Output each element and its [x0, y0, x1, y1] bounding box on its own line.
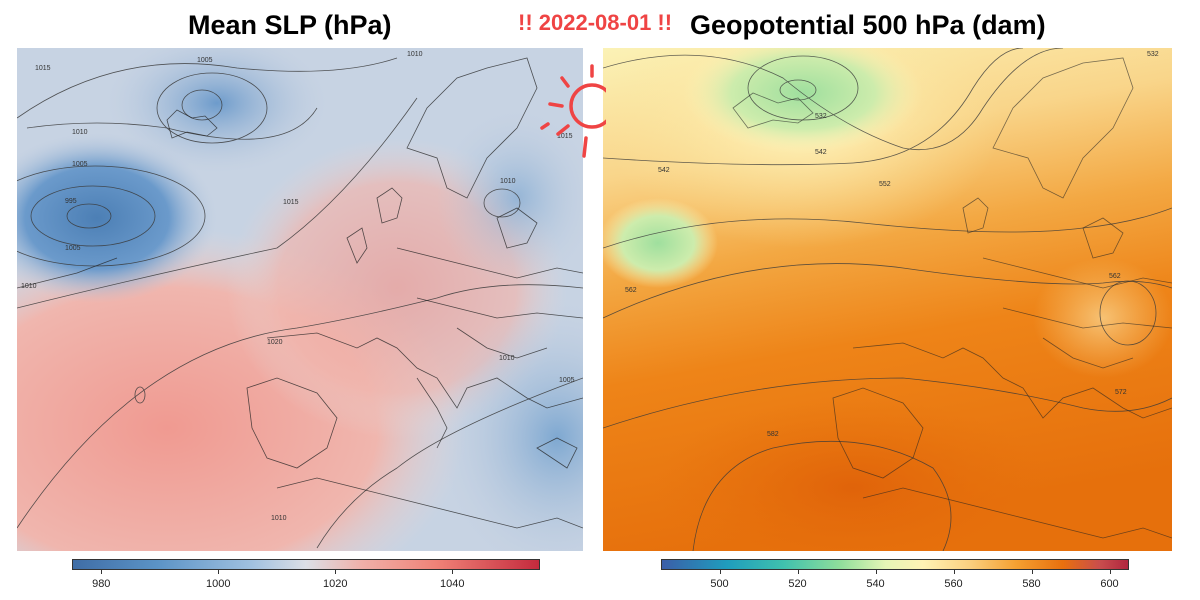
slp-contour-label: 1010	[72, 129, 88, 136]
slp-contour-label: 1005	[559, 377, 575, 384]
z500-contour-label: 562	[625, 287, 637, 294]
slp-contour-label: 1010	[271, 515, 287, 522]
slp-contour-label: 1010	[500, 178, 516, 185]
slp-panel-title: Mean SLP (hPa)	[188, 10, 392, 40]
slp-contour-label: 1005	[197, 57, 213, 64]
slp-colorbar-tick-label: 1000	[206, 578, 231, 590]
z500-colorbar-tick-mark	[797, 570, 799, 574]
z500-colorbar-tick-label: 600	[1100, 578, 1119, 590]
slp-contour-label: 1005	[65, 245, 81, 252]
slp-contour-label: 1005	[72, 161, 88, 168]
z500-colorbar	[661, 559, 1129, 570]
slp-colorbar-tick-mark	[335, 570, 337, 574]
slp-contour-label: 995	[65, 198, 77, 205]
z500-contour-label: 572	[1115, 389, 1127, 396]
slp-contour-label: 1010	[407, 51, 423, 58]
z500-panel-title: Geopotential 500 hPa (dam)	[690, 10, 1046, 40]
date-label: !! 2022-08-01 !!	[518, 10, 673, 35]
z500-contour-label: 542	[815, 149, 827, 156]
slp-colorbar-tick-label: 1020	[323, 578, 348, 590]
slp-colorbar-tick-label: 1040	[440, 578, 465, 590]
z500-low-north	[683, 48, 923, 153]
z500-contour-label: 582	[767, 431, 779, 438]
slp-colorbar-tick-label: 980	[92, 578, 111, 590]
slp-colorbar-tick-mark	[218, 570, 220, 574]
z500-contour-label: 562	[1109, 273, 1121, 280]
z500-colorbar-tick-mark	[719, 570, 721, 574]
slp-map: 1015 1005 1010 1005 995 1005 1010 1015 1…	[17, 48, 583, 551]
slp-map-svg: 1015 1005 1010 1005 995 1005 1010 1015 1…	[17, 48, 583, 551]
z500-colorbar-tick-label: 520	[788, 578, 807, 590]
z500-colorbar-tick-label: 500	[710, 578, 729, 590]
slp-colorbar	[72, 559, 540, 570]
z500-colorbar-tick-label: 560	[944, 578, 963, 590]
slp-low-north	[107, 48, 327, 173]
slp-low-west	[17, 133, 217, 303]
slp-contour-label: 1015	[557, 133, 573, 140]
z500-contour-label: 532	[1147, 51, 1159, 58]
z500-contour-label: 552	[879, 181, 891, 188]
slp-contour-label: 1020	[267, 339, 283, 346]
z500-contour-label: 532	[815, 113, 827, 120]
z500-colorbar-tick-label: 580	[1022, 578, 1041, 590]
slp-contour-label: 1015	[35, 65, 51, 72]
z500-low-west	[603, 198, 718, 288]
slp-colorbar-tick-mark	[452, 570, 454, 574]
z500-map-svg: 532 542 542 552 562 562 572 582 532	[603, 48, 1172, 551]
z500-colorbar-tick-mark	[953, 570, 955, 574]
z500-colorbar-tick-mark	[1031, 570, 1033, 574]
z500-colorbar-tick-label: 540	[866, 578, 885, 590]
sun-doodle-icon	[540, 64, 606, 158]
slp-contour-label: 1010	[499, 355, 515, 362]
slp-contour-label: 1015	[283, 199, 299, 206]
z500-colorbar-tick-mark	[1109, 570, 1111, 574]
z500-colorbar-tick-mark	[875, 570, 877, 574]
z500-contour-label: 542	[658, 167, 670, 174]
slp-colorbar-tick-mark	[101, 570, 103, 574]
z500-map: 532 542 542 552 562 562 572 582 532	[603, 48, 1172, 551]
slp-contour-label: 1010	[21, 283, 37, 290]
